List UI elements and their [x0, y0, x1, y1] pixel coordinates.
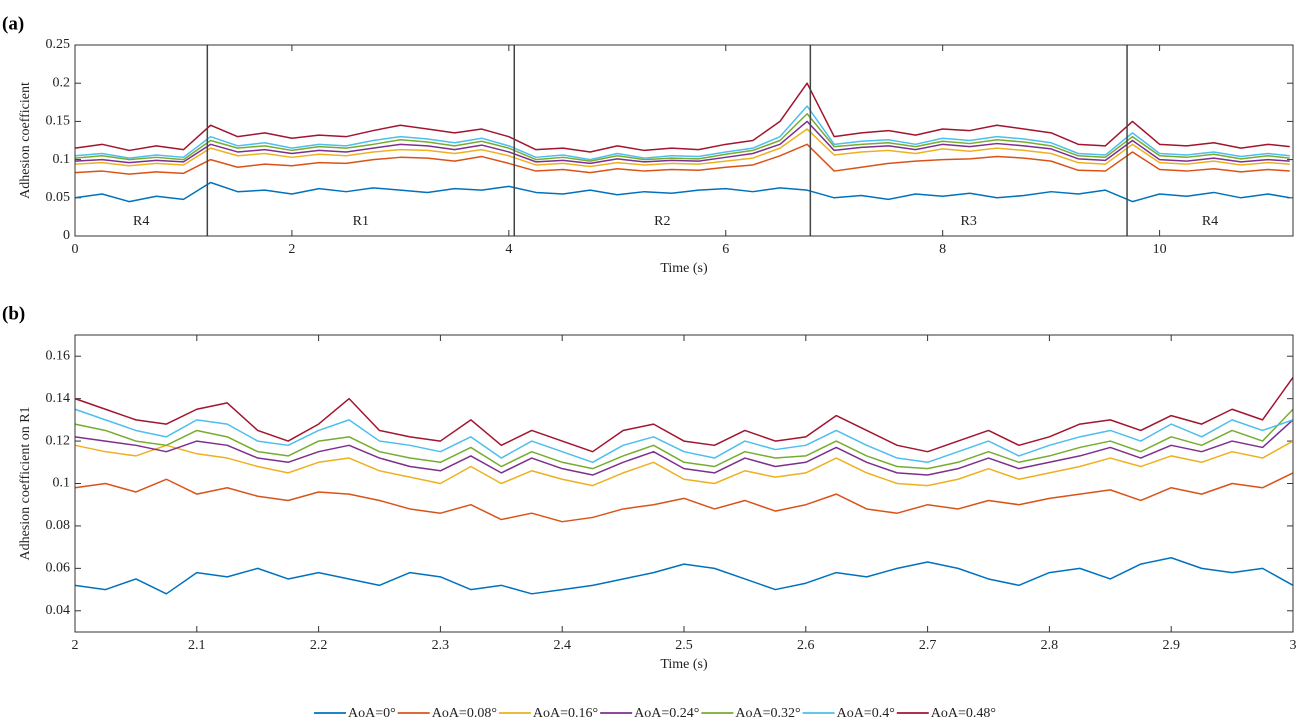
y-axis-label: Adhesion coefficient on R1 — [18, 406, 33, 560]
y-axis-label: Adhesion coefficient — [18, 82, 33, 199]
x-tick-label: 3 — [1290, 638, 1297, 653]
y-tick-label: 0.15 — [46, 114, 71, 129]
x-tick-label: 6 — [722, 242, 729, 257]
series-line — [74, 557, 1294, 595]
series-line — [74, 472, 1294, 523]
x-tick-label: 2 — [72, 638, 79, 653]
series-line — [74, 105, 1290, 161]
region-label: R3 — [961, 214, 977, 229]
y-tick-label: 0.14 — [46, 391, 71, 406]
series-line — [74, 82, 1290, 153]
y-tick-label: 0.06 — [46, 561, 71, 576]
y-tick-label: 0.16 — [46, 348, 71, 363]
x-tick-label: 2.8 — [1041, 638, 1059, 653]
legend-label: AoA=0.4° — [837, 706, 895, 721]
x-tick-label: 2.1 — [188, 638, 206, 653]
legend-label: AoA=0.08° — [432, 706, 497, 721]
legend: AoA=0° AoA=0.08° AoA=0.16° AoA=0.24° AoA=0.3… — [313, 706, 996, 721]
x-tick-label: 2.7 — [919, 638, 937, 653]
x-tick-label: 2.2 — [310, 638, 328, 653]
x-axis-label: Time (s) — [660, 657, 708, 672]
x-tick-label: 2.5 — [675, 638, 693, 653]
y-tick-label: 0.04 — [46, 603, 71, 618]
x-tick-label: 2.3 — [432, 638, 450, 653]
x-tick-label: 10 — [1153, 242, 1167, 257]
legend-label: AoA=0.24° — [634, 706, 699, 721]
panel-label: (b) — [2, 303, 25, 324]
x-tick-label: 2.4 — [553, 638, 571, 653]
region-label: R1 — [353, 214, 369, 229]
series-line — [74, 376, 1294, 453]
x-tick-label: 8 — [939, 242, 946, 257]
x-tick-label: 2 — [288, 242, 295, 257]
plot-frame — [74, 334, 1294, 633]
series-line — [74, 128, 1290, 168]
x-axis-label: Time (s) — [660, 261, 708, 276]
x-tick-label: 0 — [72, 242, 79, 257]
y-tick-label: 0.08 — [46, 518, 71, 533]
legend-label: AoA=0° — [348, 706, 396, 721]
x-tick-label: 4 — [505, 242, 512, 257]
legend-label: AoA=0.48° — [931, 706, 996, 721]
series-line — [74, 408, 1294, 470]
y-tick-label: 0.1 — [53, 152, 71, 167]
series-line — [74, 181, 1290, 203]
y-tick-label: 0 — [63, 228, 70, 243]
y-tick-label: 0.05 — [46, 190, 71, 205]
series-line — [74, 120, 1290, 165]
x-tick-label: 2.9 — [1162, 638, 1180, 653]
region-label: R4 — [1202, 214, 1218, 229]
series-line — [74, 440, 1294, 487]
y-tick-label: 0.2 — [53, 75, 71, 90]
y-tick-label: 0.25 — [46, 37, 71, 52]
y-tick-label: 0.1 — [53, 476, 71, 491]
series-line — [74, 408, 1294, 464]
region-label: R2 — [654, 214, 670, 229]
panel-label: (a) — [2, 13, 24, 34]
series-line — [74, 143, 1290, 175]
legend-label: AoA=0.16° — [533, 706, 598, 721]
y-tick-label: 0.12 — [46, 433, 71, 448]
x-tick-label: 2.6 — [797, 638, 815, 653]
legend-label: AoA=0.32° — [735, 706, 800, 721]
region-label: R4 — [133, 214, 149, 229]
plot-frame — [74, 44, 1294, 237]
series-line — [74, 419, 1294, 476]
series-line — [74, 113, 1290, 162]
